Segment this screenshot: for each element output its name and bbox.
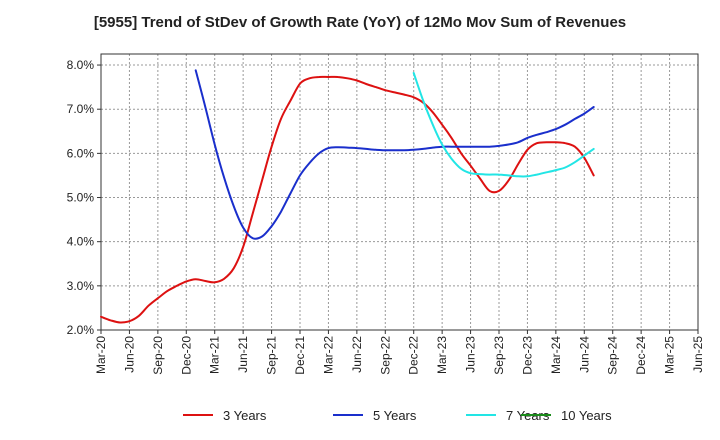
y-tick-label: 8.0% <box>67 58 95 72</box>
legend-label: 10 Years <box>561 408 612 423</box>
chart-title: [5955] Trend of StDev of Growth Rate (Yo… <box>93 14 627 31</box>
series-lines <box>100 69 595 324</box>
x-tick-label: Jun-25 <box>691 336 705 373</box>
x-tick-label: Sep-20 <box>151 336 165 375</box>
legend: 3 Years 5 Years 7 Years 10 Years <box>183 408 612 423</box>
x-tick-label: Dec-20 <box>179 336 193 375</box>
legend-label: 3 Years <box>223 408 267 423</box>
x-tick-label: Sep-23 <box>492 336 506 375</box>
x-tick-label: Sep-24 <box>606 336 620 375</box>
x-tick-label: Sep-22 <box>378 336 392 375</box>
legend-label: 5 Years <box>373 408 417 423</box>
y-tick-label: 3.0% <box>67 279 95 293</box>
y-tick-label: 7.0% <box>67 102 95 116</box>
x-tick-label: Mar-20 <box>94 336 108 374</box>
grid-lines <box>100 54 699 331</box>
y-axis-ticks: 2.0% 3.0% 4.0% 5.0% 6.0% 7.0% 8.0% <box>67 58 101 337</box>
x-tick-label: Dec-22 <box>407 336 421 375</box>
series-line-7-years <box>412 72 595 178</box>
x-axis-ticks: Mar-20 Jun-20 Sep-20 Dec-20 Mar-21 Jun-21 Sep-… <box>94 330 705 375</box>
x-tick-label: Jun-21 <box>236 336 250 373</box>
plot-area <box>100 53 699 331</box>
x-tick-label: Sep-21 <box>265 336 279 375</box>
x-tick-label: Dec-24 <box>634 336 648 375</box>
x-tick-label: Jun-24 <box>577 336 591 373</box>
series-line-5-years <box>194 69 595 240</box>
x-tick-label: Dec-21 <box>293 336 307 375</box>
x-tick-label: Mar-21 <box>208 336 222 374</box>
x-tick-label: Mar-22 <box>321 336 335 374</box>
x-tick-label: Jun-23 <box>464 336 478 373</box>
x-tick-label: Jun-20 <box>122 336 136 373</box>
y-tick-label: 4.0% <box>67 235 95 249</box>
y-tick-label: 2.0% <box>67 323 95 337</box>
x-tick-label: Mar-24 <box>549 336 563 374</box>
x-tick-label: Mar-23 <box>435 336 449 374</box>
y-tick-label: 6.0% <box>67 146 95 160</box>
y-tick-label: 5.0% <box>67 191 95 205</box>
x-tick-label: Jun-22 <box>350 336 364 373</box>
x-tick-label: Mar-25 <box>663 336 677 374</box>
x-tick-label: Dec-23 <box>520 336 534 375</box>
